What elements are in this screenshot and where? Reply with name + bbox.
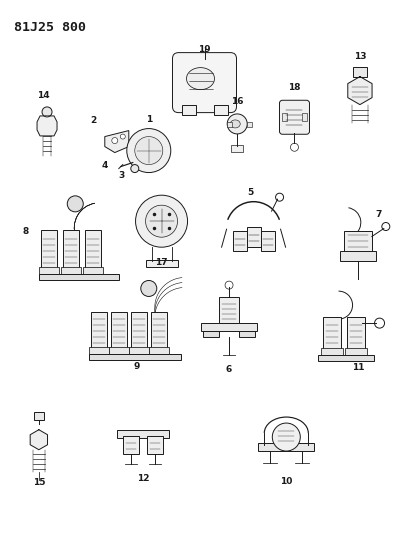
Bar (219, 297, 239, 323)
Circle shape (67, 196, 83, 212)
Text: 3: 3 (119, 172, 125, 180)
Bar (344, 348, 366, 357)
Circle shape (146, 205, 178, 237)
Bar (344, 230, 372, 253)
Polygon shape (37, 116, 57, 136)
Text: 9: 9 (134, 362, 140, 371)
Text: 81J25 800: 81J25 800 (14, 21, 86, 34)
Text: 16: 16 (231, 97, 243, 106)
Circle shape (135, 136, 163, 165)
Circle shape (375, 318, 384, 328)
Text: 8: 8 (22, 228, 29, 236)
Bar (85, 230, 101, 268)
Text: 7: 7 (375, 210, 382, 219)
Bar (131, 312, 147, 349)
Bar (233, 231, 247, 251)
FancyBboxPatch shape (279, 100, 310, 134)
Bar (247, 122, 252, 127)
Text: 5: 5 (247, 189, 254, 197)
Bar (340, 251, 376, 261)
Polygon shape (30, 430, 47, 450)
Bar (61, 267, 81, 276)
Bar (39, 274, 119, 280)
Ellipse shape (187, 68, 214, 90)
Bar (123, 437, 139, 455)
Circle shape (227, 114, 247, 134)
Bar (111, 312, 127, 349)
Text: 1: 1 (146, 116, 153, 124)
Circle shape (131, 165, 139, 173)
Bar (151, 312, 167, 349)
Polygon shape (105, 131, 129, 152)
Bar (39, 267, 59, 276)
Text: 13: 13 (354, 52, 366, 61)
Circle shape (135, 195, 188, 247)
Bar (261, 231, 274, 251)
Bar (247, 227, 261, 247)
Bar (129, 348, 149, 357)
Bar (323, 317, 341, 349)
Text: 6: 6 (226, 365, 232, 374)
Bar (317, 355, 373, 361)
Circle shape (272, 423, 300, 451)
Bar (117, 430, 169, 438)
Bar (41, 230, 57, 268)
Bar (63, 230, 79, 268)
Circle shape (141, 280, 157, 296)
Text: 4: 4 (101, 161, 108, 169)
Polygon shape (348, 77, 372, 104)
Bar (203, 331, 219, 337)
Bar (321, 348, 343, 357)
Bar (147, 437, 163, 455)
Bar (353, 67, 367, 77)
Text: 17: 17 (155, 259, 168, 267)
Bar (283, 113, 288, 122)
Circle shape (290, 143, 299, 151)
Bar (182, 104, 196, 115)
Bar (89, 348, 109, 357)
Bar (231, 145, 243, 152)
Bar (89, 354, 181, 360)
Bar (34, 411, 44, 419)
Text: 19: 19 (198, 45, 211, 54)
Bar (346, 317, 364, 349)
Bar (213, 104, 227, 115)
Bar (91, 312, 107, 349)
Bar (303, 113, 308, 122)
Circle shape (127, 128, 171, 173)
Bar (109, 348, 129, 357)
Ellipse shape (230, 120, 240, 128)
Bar (239, 331, 255, 337)
Circle shape (112, 138, 118, 143)
Circle shape (382, 222, 390, 230)
Text: 18: 18 (288, 84, 301, 92)
Circle shape (120, 134, 125, 139)
Text: 12: 12 (137, 474, 149, 483)
Text: 2: 2 (90, 117, 97, 125)
Bar (201, 323, 257, 331)
Bar (146, 260, 178, 267)
Text: 15: 15 (33, 478, 45, 487)
Circle shape (42, 107, 52, 117)
Bar (258, 443, 314, 451)
Text: 10: 10 (280, 477, 292, 486)
Text: 11: 11 (352, 364, 364, 372)
Circle shape (225, 281, 233, 289)
Bar (227, 122, 232, 127)
FancyBboxPatch shape (173, 53, 236, 112)
Circle shape (276, 193, 283, 201)
Bar (83, 267, 103, 276)
Text: 14: 14 (37, 92, 49, 100)
Bar (149, 348, 169, 357)
